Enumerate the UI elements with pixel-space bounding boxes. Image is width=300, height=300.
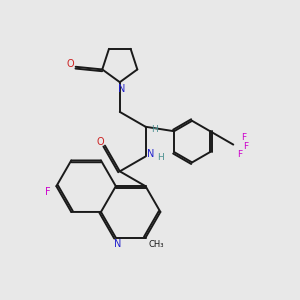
Text: N: N bbox=[147, 148, 155, 158]
Text: N: N bbox=[118, 84, 126, 94]
Text: H: H bbox=[151, 125, 158, 134]
Text: F: F bbox=[241, 133, 246, 142]
Text: O: O bbox=[97, 137, 104, 147]
Text: F: F bbox=[237, 150, 242, 159]
Text: F: F bbox=[243, 142, 248, 151]
Text: H: H bbox=[157, 154, 164, 163]
Text: CH₃: CH₃ bbox=[148, 240, 164, 249]
Text: O: O bbox=[67, 59, 74, 69]
Text: F: F bbox=[45, 187, 51, 196]
Text: N: N bbox=[114, 238, 121, 249]
